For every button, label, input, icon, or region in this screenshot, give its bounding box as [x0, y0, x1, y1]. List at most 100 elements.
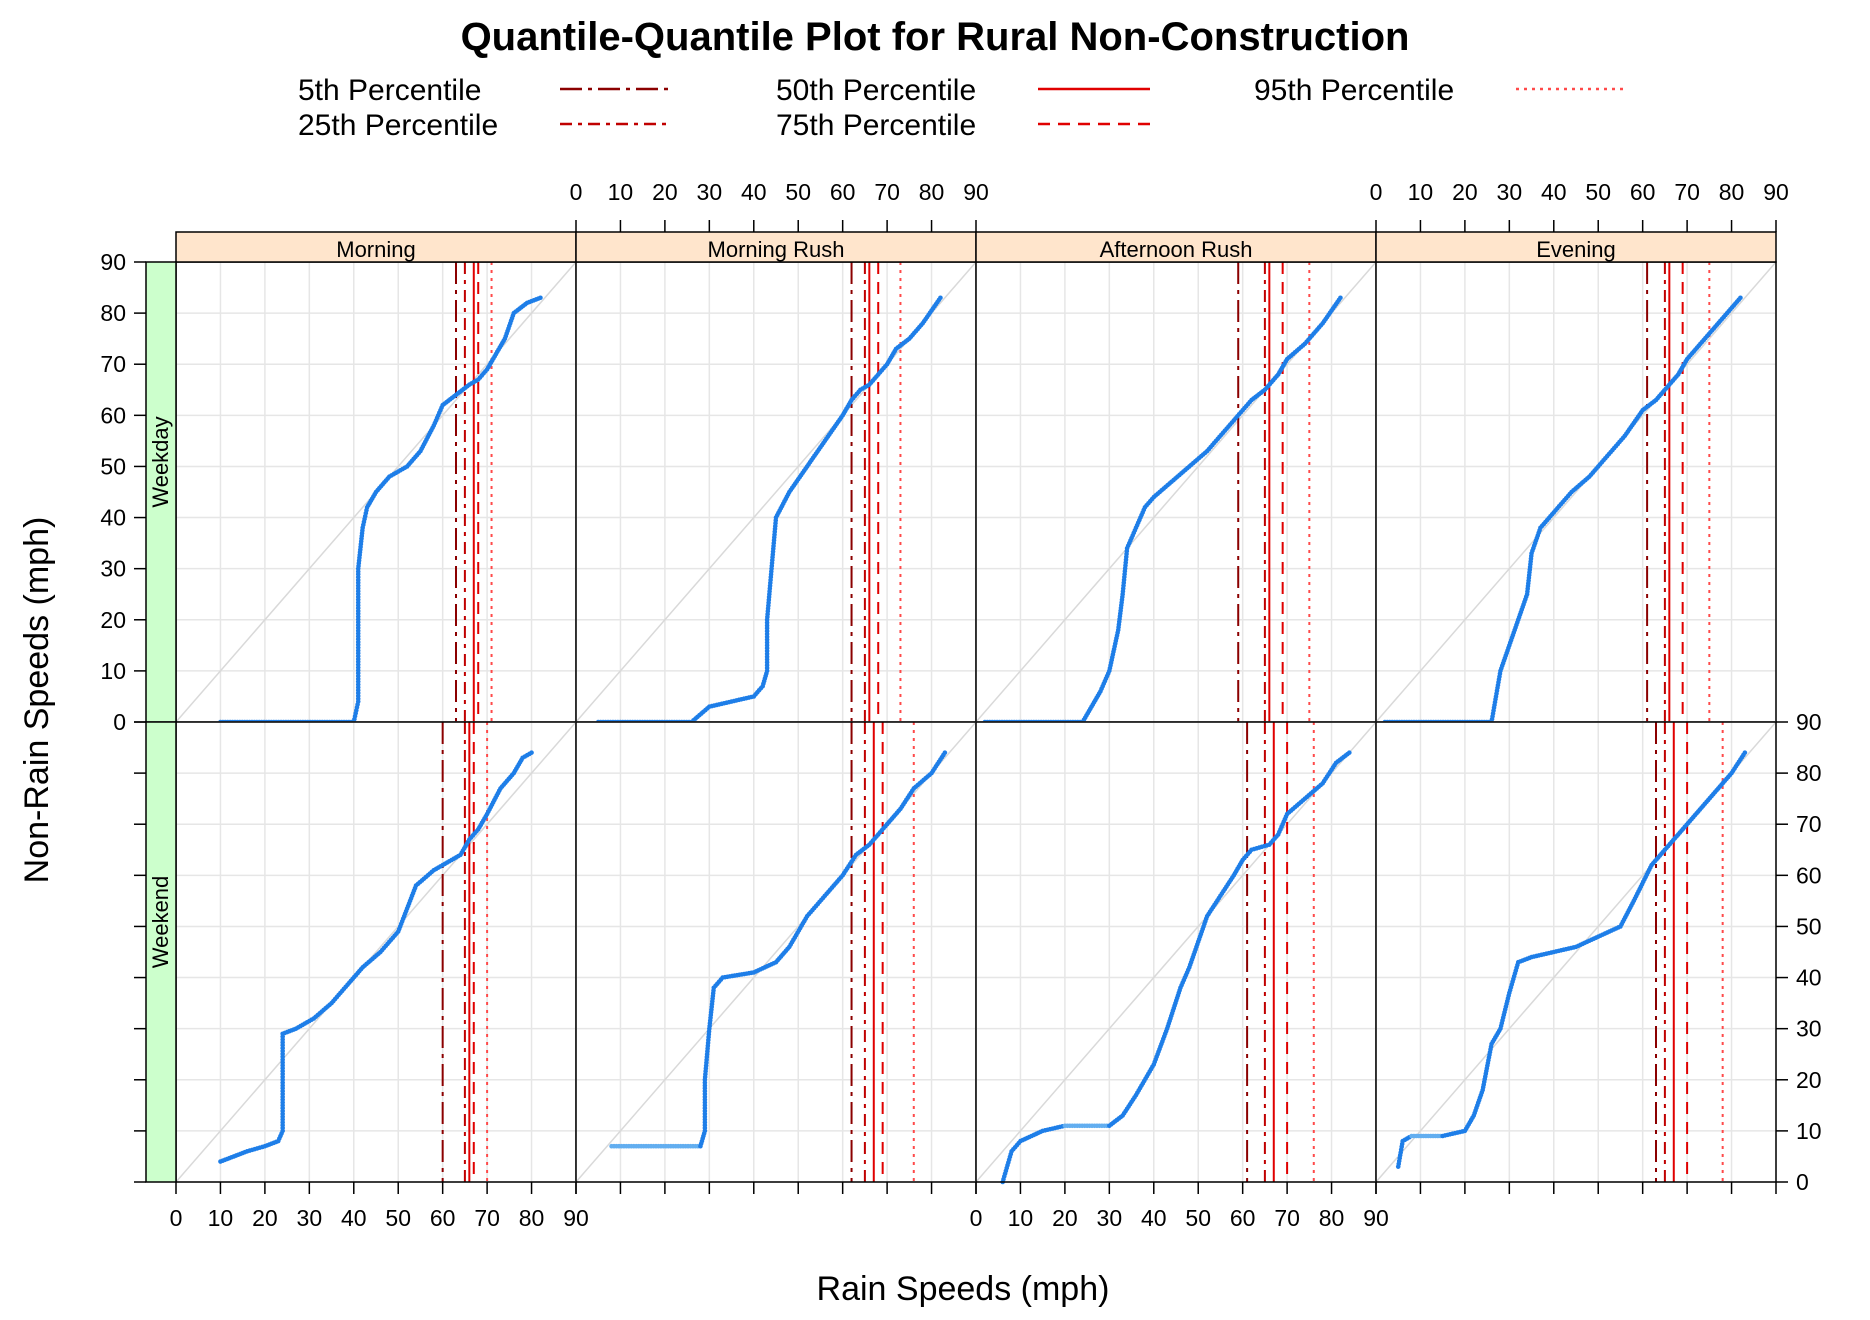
y-tick-label: 70: [100, 351, 126, 377]
panel: [575, 261, 977, 725]
column-strip: [1375, 231, 1777, 263]
x-tick-label: 10: [608, 179, 634, 205]
qq-point: [1347, 750, 1352, 755]
chart-title: Quantile-Quantile Plot for Rural Non-Con…: [461, 15, 1410, 59]
qq-point: [529, 750, 534, 755]
x-tick-label: 0: [1370, 179, 1383, 205]
x-tick-label: 0: [170, 1205, 183, 1231]
row-strip-label: Weekend: [148, 876, 173, 969]
x-tick-label: 50: [785, 179, 811, 205]
x-tick-label: 90: [1763, 179, 1789, 205]
legend-label: 75th Percentile: [776, 109, 976, 142]
row-strip: [145, 261, 177, 723]
panel: [175, 261, 577, 725]
x-tick-label: 20: [652, 179, 678, 205]
y-tick-label: 10: [100, 658, 126, 684]
identity-reference-line: [975, 721, 1377, 1183]
panel: [975, 721, 1377, 1185]
row-strip: [145, 721, 177, 1183]
x-tick-label: 30: [297, 1205, 323, 1231]
panel: [1375, 721, 1777, 1183]
qq-point: [938, 295, 943, 301]
qq-point: [1338, 295, 1343, 301]
column-strip: [175, 231, 577, 263]
x-tick-label: 70: [1674, 179, 1700, 205]
y-tick-label: 0: [1796, 1169, 1809, 1195]
qq-point: [1738, 295, 1743, 301]
legend-item: 5th Percentile: [298, 74, 668, 107]
x-tick-label: 30: [697, 179, 723, 205]
x-tick-label: 90: [963, 179, 989, 205]
x-tick-label: 90: [563, 1205, 589, 1231]
x-tick-label: 50: [385, 1205, 411, 1231]
x-tick-label: 70: [1274, 1205, 1300, 1231]
x-tick-label: 20: [1452, 179, 1478, 205]
panel-border: [1375, 721, 1777, 1183]
y-tick-label: 20: [100, 607, 126, 633]
x-tick-label: 10: [1008, 1205, 1034, 1231]
qq-point: [538, 295, 543, 301]
y-tick-label: 20: [1796, 1067, 1822, 1093]
legend-label: 50th Percentile: [776, 74, 976, 107]
y-tick-label: 50: [100, 453, 126, 479]
panel: [575, 721, 977, 1183]
x-tick-label: 80: [1719, 179, 1745, 205]
panel: [1375, 261, 1777, 725]
panel: [975, 261, 1377, 725]
column-strip-label: Morning: [336, 237, 415, 262]
x-tick-label: 20: [252, 1205, 278, 1231]
y-tick-label: 30: [100, 556, 126, 582]
x-tick-label: 30: [1097, 1205, 1123, 1231]
x-tick-label: 60: [1230, 1205, 1256, 1231]
column-strip: [975, 231, 1377, 263]
x-tick-label: 60: [830, 179, 856, 205]
y-tick-label: 30: [1796, 1016, 1822, 1042]
x-tick-label: 10: [208, 1205, 234, 1231]
x-tick-label: 40: [1541, 179, 1567, 205]
column-strip-label: Afternoon Rush: [1100, 237, 1253, 262]
column-strip-label: Morning Rush: [708, 237, 845, 262]
legend-label: 95th Percentile: [1254, 74, 1454, 107]
legend-item: 25th Percentile: [298, 109, 668, 142]
x-tick-label: 80: [919, 179, 945, 205]
qq-point: [1742, 750, 1748, 755]
y-axis-label: Non-Rain Speeds (mph): [18, 517, 56, 884]
y-tick-label: 50: [1796, 913, 1822, 939]
x-tick-label: 60: [430, 1205, 456, 1231]
y-tick-label: 90: [100, 249, 126, 275]
legend-item: 95th Percentile: [1254, 74, 1624, 107]
column-strip-label: Evening: [1536, 237, 1616, 262]
x-tick-label: 10: [1408, 179, 1434, 205]
legend-label: 25th Percentile: [298, 109, 498, 142]
x-tick-label: 70: [474, 1205, 500, 1231]
y-tick-label: 70: [1796, 811, 1822, 837]
legend-label: 5th Percentile: [298, 74, 481, 107]
y-tick-label: 90: [1796, 709, 1822, 735]
x-axis-label: Rain Speeds (mph): [817, 1270, 1110, 1308]
y-tick-label: 0: [113, 709, 126, 735]
row-strip-label: Weekday: [148, 416, 173, 507]
identity-reference-line: [175, 721, 577, 1183]
y-tick-label: 40: [1796, 965, 1822, 991]
y-tick-label: 60: [100, 402, 126, 428]
y-tick-label: 10: [1796, 1118, 1822, 1144]
y-tick-label: 40: [100, 505, 126, 531]
legend-item: 50th Percentile: [776, 74, 1150, 107]
axes: 0 10 20 30 40 50 60 70 80 90 0 10 20 30 40 50 60 70 80 900 1…: [100, 179, 1821, 1231]
x-tick-label: 0: [970, 1205, 983, 1231]
x-tick-label: 70: [874, 179, 900, 205]
y-tick-label: 80: [1796, 760, 1822, 786]
panel-grid: [175, 261, 1777, 1185]
strips: Morning Morning Rush Afternoon Rush Evening…: [145, 231, 1777, 1183]
x-tick-label: 80: [519, 1205, 545, 1231]
panel: [175, 721, 577, 1183]
x-tick-label: 20: [1052, 1205, 1078, 1231]
x-tick-label: 30: [1497, 179, 1523, 205]
x-tick-label: 40: [1141, 1205, 1167, 1231]
x-tick-label: 60: [1630, 179, 1656, 205]
x-tick-label: 40: [341, 1205, 367, 1231]
legend-item: 75th Percentile: [776, 109, 1150, 142]
identity-reference-line: [1375, 261, 1777, 723]
